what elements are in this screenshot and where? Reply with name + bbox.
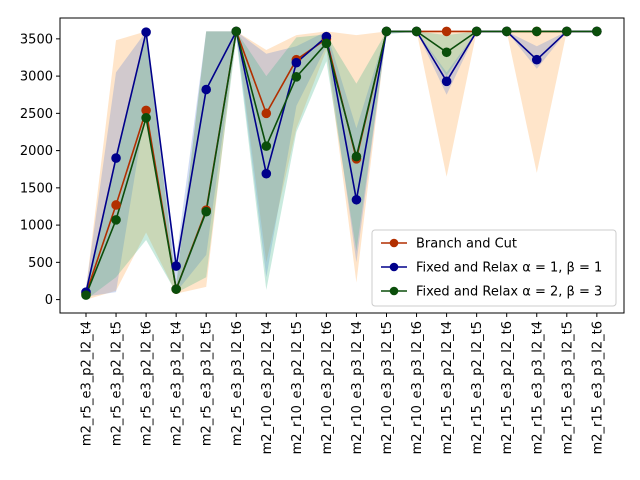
y-tick-label: 2500 [20, 107, 53, 122]
data-point [562, 26, 572, 37]
data-point [291, 72, 302, 82]
data-point [171, 284, 181, 294]
data-point [141, 27, 151, 37]
y-tick-label: 1000 [20, 219, 53, 234]
x-tick-label: m2_r5_e3_p3_l2_t5 [200, 321, 215, 446]
legend-label-2: Fixed and Relax α = 2, β = 3 [416, 285, 602, 300]
y-tick-label: 0 [45, 293, 53, 308]
series-lines [85, 28, 597, 296]
x-tick-label: m2_r5_e3_p2_l2_t4 [80, 321, 95, 446]
x-tick-label: m2_r15_e3_p2_l2_t4 [440, 321, 455, 454]
data-point [351, 194, 362, 205]
x-tick-label: m2_r10_e3_p2_l2_t4 [260, 321, 275, 454]
y-tick-label: 3500 [20, 32, 53, 47]
legend: Branch and Cut Fixed and Relax α = 1, β =… [371, 229, 617, 307]
data-point [261, 168, 272, 179]
y-tick-label: 3000 [20, 70, 53, 85]
data-point [441, 47, 452, 58]
x-tick-label: m2_r10_e3_p2_l2_t5 [290, 321, 305, 454]
series-line-2 [85, 30, 597, 296]
data-point [141, 113, 151, 123]
x-tick-label: m2_r15_e3_p3_l2_t4 [530, 321, 545, 454]
legend-marker-1 [389, 262, 399, 272]
data-point [201, 84, 211, 95]
x-tick-label: m2_r15_e3_p3_l2_t6 [590, 321, 605, 454]
confidence-bands [86, 31, 597, 300]
data-point [201, 206, 211, 217]
series-band-1 [86, 31, 597, 297]
x-tick-label: m2_r5_e3_p2_l2_t5 [110, 321, 125, 446]
y-tick-label: 1500 [20, 181, 53, 196]
legend-marker-2 [389, 286, 399, 296]
series-band-0 [86, 31, 597, 300]
data-point [171, 261, 181, 271]
x-tick-label: m2_r15_e3_p2_l2_t5 [470, 321, 485, 454]
data-point [231, 26, 242, 37]
y-axis: 0 500 1000 1500 2000 2500 3000 3500 [20, 32, 60, 308]
data-point [501, 26, 512, 37]
x-tick-label: m2_r10_e3_p3_l2_t4 [350, 321, 365, 454]
data-point [411, 26, 422, 37]
data-point [261, 108, 272, 119]
legend-label-0: Branch and Cut [416, 237, 517, 252]
data-point [261, 141, 272, 151]
y-tick-label: 500 [28, 256, 53, 271]
data-point [471, 26, 482, 37]
x-tick-label: m2_r10_e3_p3_l2_t5 [380, 321, 395, 454]
x-tick-label: m2_r15_e3_p2_l2_t6 [500, 321, 515, 454]
y-tick-label: 2000 [20, 144, 53, 159]
x-tick-label: m2_r5_e3_p2_l2_t6 [140, 321, 155, 446]
legend-label-1: Fixed and Relax α = 1, β = 1 [416, 261, 602, 276]
series-band-2 [86, 31, 597, 300]
x-tick-label: m2_r10_e3_p3_l2_t6 [410, 321, 425, 454]
data-point [321, 38, 332, 49]
x-tick-label: m2_r15_e3_p3_l2_t5 [560, 321, 575, 454]
data-point [81, 290, 91, 300]
x-tick-label: m2_r5_e3_p3_l2_t4 [170, 321, 185, 446]
legend-box [371, 229, 617, 307]
data-point [381, 26, 392, 37]
data-point [592, 26, 602, 37]
data-point [441, 76, 452, 87]
plot-frame [59, 17, 625, 314]
data-point [531, 26, 542, 37]
x-tick-label: m2_r5_e3_p3_l2_t6 [230, 321, 245, 446]
series-points [81, 26, 602, 300]
data-point [111, 215, 121, 225]
data-point [291, 57, 302, 68]
data-point [111, 153, 121, 163]
data-point [441, 26, 452, 37]
x-axis: m2_r5_e3_p2_l2_t4 m2_r5_e3_p2_l2_t5 m2_r5_… [80, 313, 605, 454]
data-point [111, 200, 121, 210]
data-point [531, 54, 542, 65]
legend-marker-0 [389, 238, 399, 248]
x-tick-label: m2_r10_e3_p2_l2_t6 [320, 321, 335, 454]
data-point [351, 151, 362, 162]
series-line-1 [85, 29, 597, 293]
